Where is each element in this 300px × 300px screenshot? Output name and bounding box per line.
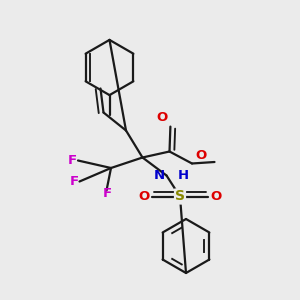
Text: F: F xyxy=(68,154,77,167)
Text: F: F xyxy=(103,187,112,200)
Text: H: H xyxy=(178,169,189,182)
Text: O: O xyxy=(210,190,222,203)
Text: S: S xyxy=(175,190,185,203)
Text: O: O xyxy=(156,111,167,124)
Text: O: O xyxy=(138,190,150,203)
Text: F: F xyxy=(70,175,79,188)
Text: O: O xyxy=(196,149,207,162)
Text: S: S xyxy=(175,190,185,203)
Text: N: N xyxy=(154,169,165,182)
